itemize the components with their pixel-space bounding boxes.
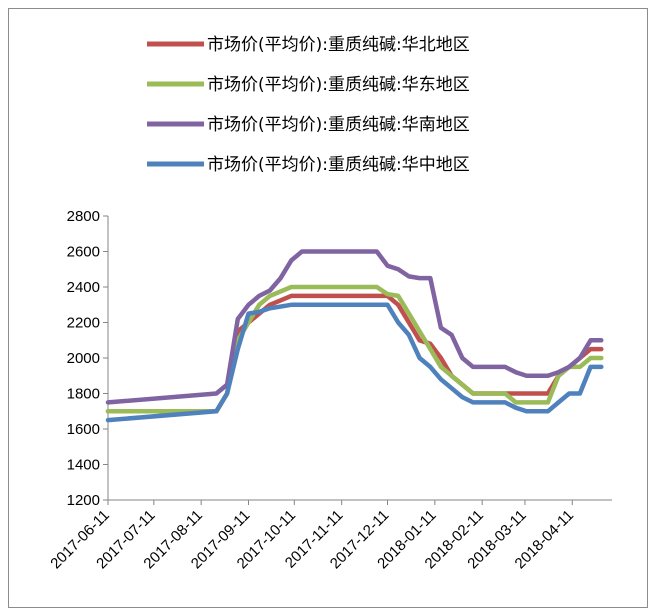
legend-label: 市场价(平均价):重质纯碱:华南地区 — [207, 115, 470, 135]
y-tick-label: 2600 — [67, 244, 100, 261]
y-tick-label: 2800 — [67, 208, 100, 225]
chart-axes: 1200140016001800200022002400260028002017… — [47, 208, 612, 572]
y-tick-label: 1200 — [67, 492, 100, 509]
y-tick-label: 2200 — [67, 315, 100, 332]
legend-label: 市场价(平均价):重质纯碱:华北地区 — [207, 35, 470, 55]
y-tick-label: 2000 — [67, 350, 100, 367]
legend-label: 市场价(平均价):重质纯碱:华中地区 — [207, 155, 470, 175]
chart-series — [105, 249, 604, 423]
chart-frame — [8, 8, 648, 608]
y-tick-label: 1400 — [67, 457, 100, 474]
y-tick-label: 1800 — [67, 386, 100, 403]
y-tick-label: 2400 — [67, 279, 100, 296]
y-tick-label: 1600 — [67, 421, 100, 438]
series-line-2 — [105, 284, 604, 414]
series-line-4 — [105, 302, 604, 423]
legend-label: 市场价(平均价):重质纯碱:华东地区 — [207, 75, 470, 95]
series-line-1 — [105, 293, 604, 414]
series-line-3 — [105, 249, 604, 405]
chart-legend: 市场价(平均价):重质纯碱:华北地区市场价(平均价):重质纯碱:华东地区市场价(… — [147, 35, 470, 175]
